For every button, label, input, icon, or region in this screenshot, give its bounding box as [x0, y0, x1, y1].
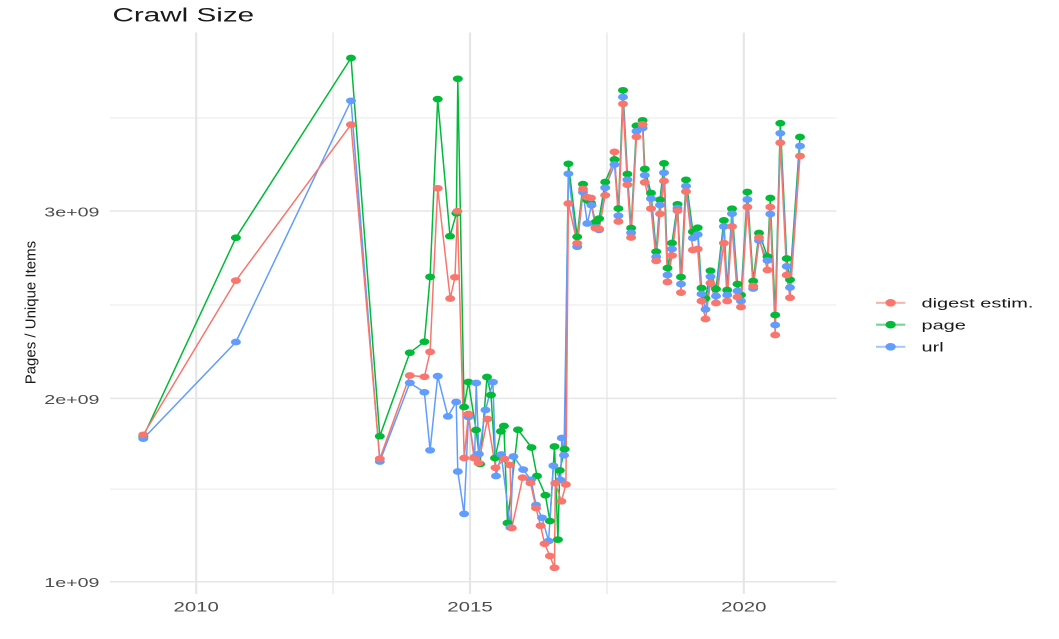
svg-text:2015: 2015 — [447, 599, 492, 615]
svg-text:3e+09: 3e+09 — [44, 205, 99, 220]
svg-text:Pages / Unique Items: Pages / Unique Items — [23, 241, 40, 384]
svg-text:2e+09: 2e+09 — [44, 392, 99, 407]
svg-text:1e+09: 1e+09 — [44, 576, 99, 591]
svg-text:2020: 2020 — [721, 599, 766, 615]
svg-text:2010: 2010 — [174, 599, 219, 615]
svg-text:digest estim.: digest estim. — [921, 296, 1033, 311]
svg-text:url: url — [921, 340, 943, 355]
svg-text:Crawl Size: Crawl Size — [113, 4, 255, 26]
svg-text:page: page — [921, 318, 965, 333]
